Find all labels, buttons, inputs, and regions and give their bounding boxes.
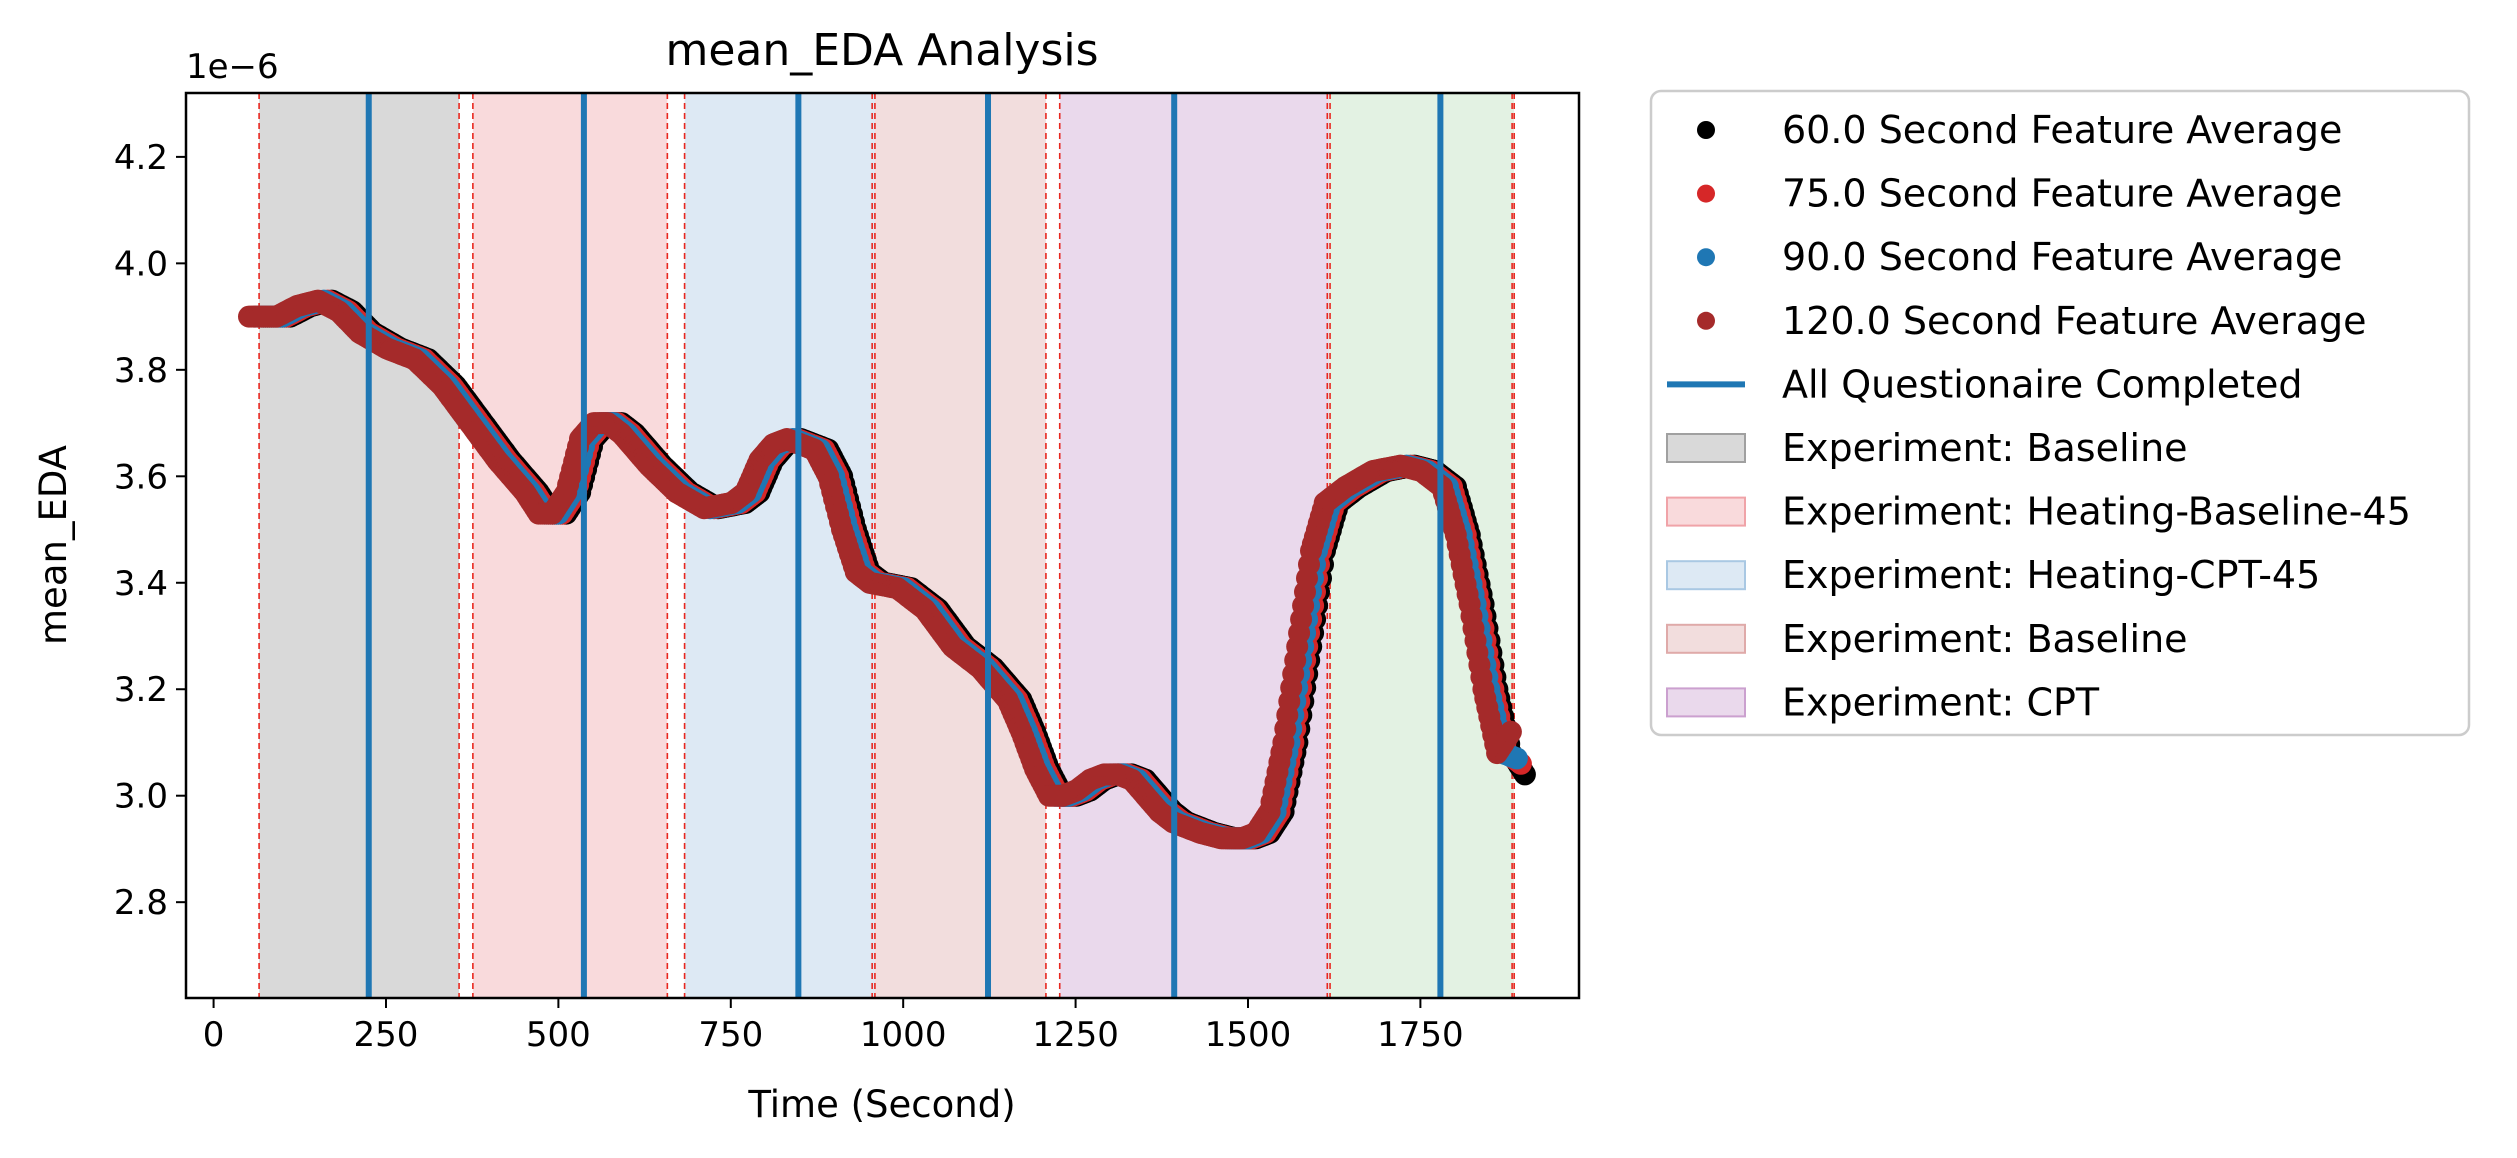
legend-label-2: 90.0 Second Feature Average bbox=[1782, 235, 2342, 279]
y-tick-label-3: 3.4 bbox=[114, 564, 168, 604]
x-tick-label-3: 750 bbox=[698, 1015, 763, 1055]
region-5 bbox=[1328, 93, 1515, 998]
legend-label-3: 120.0 Second Feature Average bbox=[1782, 299, 2367, 343]
series-2-point bbox=[1505, 747, 1528, 770]
x-tick-label-7: 1750 bbox=[1377, 1015, 1464, 1055]
chart-title: mean_EDA Analysis bbox=[665, 25, 1098, 76]
y-tick-label-4: 3.6 bbox=[114, 457, 168, 497]
legend-marker-8 bbox=[1666, 623, 1746, 654]
legend-marker-3 bbox=[1697, 311, 1715, 330]
legend-marker-1 bbox=[1697, 184, 1715, 203]
x-tick-label-5: 1250 bbox=[1032, 1015, 1119, 1055]
region-1 bbox=[472, 93, 668, 998]
series-3-point bbox=[1499, 720, 1522, 743]
x-tick-label-0: 0 bbox=[203, 1015, 225, 1055]
legend-label-5: Experiment: Baseline bbox=[1782, 426, 2188, 470]
legend-label-9: Experiment: CPT bbox=[1782, 680, 2100, 724]
y-tick-label-6: 4.0 bbox=[114, 244, 168, 284]
legend-marker-7 bbox=[1666, 560, 1746, 591]
legend-frame bbox=[1649, 89, 2471, 737]
legend-marker-9 bbox=[1666, 687, 1746, 718]
series-3 bbox=[238, 289, 1522, 850]
y-tick-label-2: 3.2 bbox=[114, 670, 168, 710]
x-tick-label-4: 1000 bbox=[860, 1015, 947, 1055]
x-axis-ticks: 0 250 500 750 1000 1250 1500 1750 bbox=[203, 998, 1464, 1055]
y-tick-label-5: 3.8 bbox=[114, 351, 168, 391]
legend-label-0: 60.0 Second Feature Average bbox=[1782, 108, 2342, 152]
plot-frame bbox=[184, 91, 1581, 1000]
y-tick-label-0: 2.8 bbox=[114, 883, 168, 923]
legend-label-1: 75.0 Second Feature Average bbox=[1782, 172, 2342, 216]
x-tick-label-1: 250 bbox=[354, 1015, 419, 1055]
y-axis-ticks: 2.8 3.0 3.2 3.4 3.6 3.8 4.0 4.2 bbox=[114, 138, 186, 923]
y-axis-label: mean_EDA bbox=[32, 445, 75, 645]
legend-marker-2 bbox=[1697, 248, 1715, 267]
legend-label-7: Experiment: Heating-CPT-45 bbox=[1782, 553, 2320, 597]
experiment-boundary-lines bbox=[258, 93, 1515, 998]
legend-label-6: Experiment: Heating-Baseline-45 bbox=[1782, 490, 2411, 534]
questionnaire-lines bbox=[365, 93, 1444, 998]
legend-label-8: Experiment: Baseline bbox=[1782, 617, 2188, 661]
x-tick-label-6: 1500 bbox=[1205, 1015, 1292, 1055]
legend-label-4: All Questionaire Completed bbox=[1782, 362, 2303, 406]
experiment-regions bbox=[259, 93, 1515, 998]
x-tick-label-2: 500 bbox=[526, 1015, 591, 1055]
legend: 60.0 Second Feature Average 75.0 Second F… bbox=[1649, 89, 2471, 737]
y-offset-label: 1e−6 bbox=[186, 47, 279, 87]
feature-average-series bbox=[238, 289, 1536, 850]
legend-marker-5 bbox=[1666, 433, 1746, 463]
region-3 bbox=[874, 93, 1046, 998]
y-tick-label-7: 4.2 bbox=[114, 138, 168, 178]
y-tick-label-1: 3.0 bbox=[114, 777, 168, 817]
legend-marker-0 bbox=[1697, 121, 1715, 139]
legend-marker-6 bbox=[1666, 496, 1746, 527]
region-4 bbox=[1059, 93, 1329, 998]
x-axis-label: Time (Second) bbox=[747, 1083, 1015, 1126]
region-0 bbox=[259, 93, 460, 998]
legend-items: 60.0 Second Feature Average 75.0 Second F… bbox=[1666, 108, 2411, 724]
